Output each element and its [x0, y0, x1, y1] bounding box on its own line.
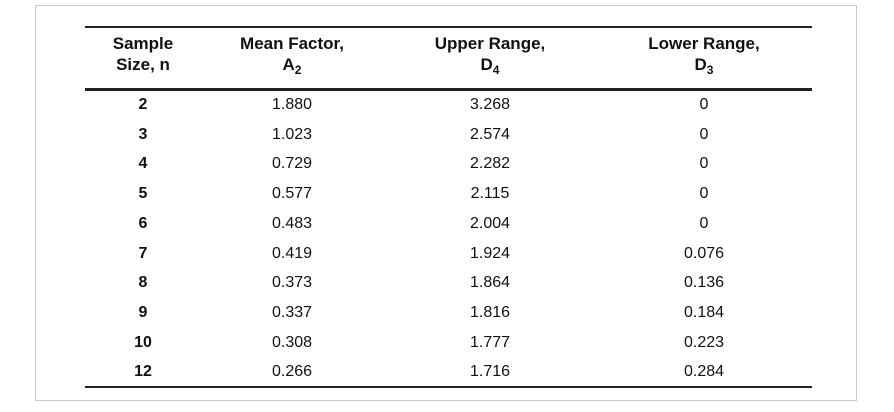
symbol: D — [480, 55, 493, 74]
header-line: Size, n — [116, 55, 170, 74]
header-line: Lower Range, — [648, 34, 760, 53]
row-label: 3 — [138, 125, 148, 143]
table-cell: 0.308 — [271, 333, 313, 351]
row-label: 6 — [138, 214, 148, 232]
bottom-rule — [85, 386, 812, 388]
table-cell: 0 — [699, 125, 709, 143]
header-cell: Mean Factor, A2 — [202, 33, 382, 77]
table-cell: 0 — [699, 214, 709, 232]
header-line: Upper Range, — [434, 34, 546, 53]
table-cell: 1.864 — [469, 274, 511, 292]
header-rule — [85, 88, 812, 91]
header-line: Mean Factor, — [240, 34, 344, 53]
symbol: D — [694, 55, 707, 74]
symbol: A — [282, 55, 295, 74]
table-cell: 2.282 — [469, 155, 511, 173]
table-cell: 2.574 — [469, 125, 511, 143]
table-cell: 0.223 — [683, 333, 725, 351]
table-cell: 0.284 — [683, 363, 725, 381]
table-cell: 0.483 — [271, 214, 313, 232]
table-cell: 1.777 — [469, 333, 511, 351]
table-cell: 1.816 — [469, 303, 511, 321]
table-cell: 1.023 — [271, 125, 313, 143]
table-cell: 0.577 — [271, 185, 313, 203]
table-cell: 0.373 — [271, 274, 313, 292]
header-line: Sample — [112, 34, 174, 53]
table-cell: 0 — [699, 155, 709, 173]
top-rule — [85, 26, 812, 28]
row-label: 10 — [134, 333, 152, 351]
table-cell: 1.924 — [469, 244, 511, 262]
row-label: 5 — [138, 185, 148, 203]
row-label: 9 — [138, 303, 148, 321]
table-cell: 3.268 — [469, 96, 511, 113]
subscript: 2 — [294, 63, 302, 77]
table-cell: 0 — [699, 185, 709, 203]
table-cell: 0.076 — [683, 244, 725, 262]
table-cell: 0.729 — [271, 155, 313, 173]
subscript: 3 — [706, 63, 714, 77]
frame — [35, 5, 857, 401]
table-cell: 1.716 — [469, 363, 511, 381]
table-cell: 2.115 — [470, 185, 510, 203]
table-cell: 0.266 — [271, 363, 313, 381]
table-cell: 0.184 — [683, 303, 725, 321]
table-cell: 0.136 — [683, 274, 725, 292]
table-cell: 0.337 — [271, 303, 313, 321]
header-cell: Sample Size, n — [53, 33, 233, 75]
header-symbol: D3 — [614, 54, 794, 77]
table-cell: 2.004 — [469, 214, 511, 232]
header-cell: Lower Range, D3 — [614, 33, 794, 77]
table-cell: 0 — [699, 96, 709, 113]
row-label: 4 — [138, 155, 148, 173]
header-cell: Upper Range, D4 — [400, 33, 580, 77]
header-symbol: A2 — [202, 54, 382, 77]
row-label: 2 — [138, 96, 148, 113]
table-cell: 0.419 — [271, 244, 313, 262]
subscript: 4 — [492, 63, 500, 77]
row-label: 8 — [138, 274, 148, 292]
row-label: 12 — [134, 363, 152, 381]
header-symbol: D4 — [400, 54, 580, 77]
row-label: 7 — [138, 244, 148, 262]
table-cell: 1.880 — [271, 96, 313, 113]
